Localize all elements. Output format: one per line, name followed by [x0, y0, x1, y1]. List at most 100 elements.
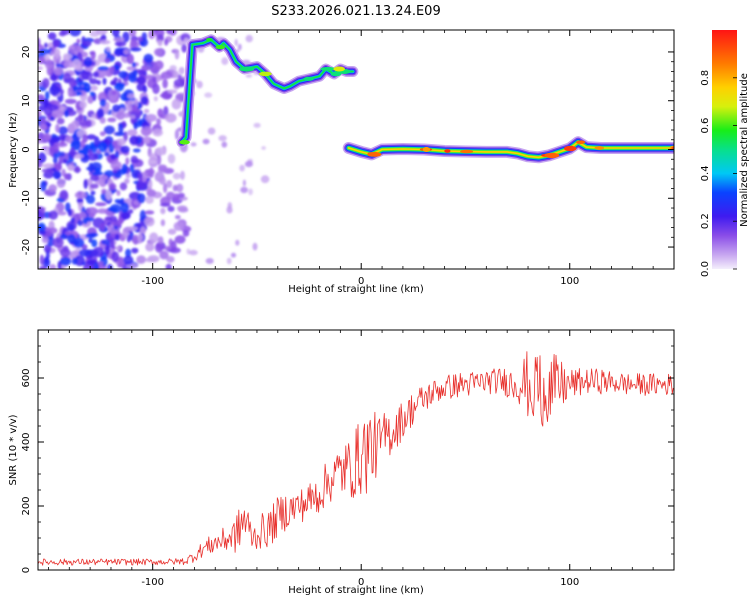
spectrogram-noise-blob: [48, 184, 57, 193]
spectrogram-noise-blob: [63, 173, 69, 181]
spectrogram-noise-blob: [111, 30, 120, 37]
spectrogram-noise-blob: [97, 66, 109, 71]
spectrogram-noise-blob: [64, 98, 77, 105]
spectrogram-hot-spot: [444, 149, 451, 153]
spectrogram-noise-blob: [109, 66, 115, 71]
spectrogram-noise-blob: [42, 163, 55, 169]
spectrogram-noise-blob: [163, 183, 168, 194]
spectrogram-noise-blob: [88, 149, 93, 156]
spectrogram-noise-blob: [172, 184, 178, 192]
spectrogram-noise-blob: [78, 211, 87, 219]
spectrogram-noise-blob: [235, 239, 240, 246]
spectrogram-noise-blob: [129, 30, 137, 38]
spectrogram-noise-blob: [159, 250, 169, 260]
spectrogram-noise-blob: [107, 117, 117, 123]
spectrogram-noise-blob: [142, 85, 148, 94]
snr-xtick-label: 0: [358, 577, 364, 588]
spectrogram-signal-layer: [176, 34, 674, 164]
spectrogram-ytick-label: -20: [21, 239, 32, 255]
spectrogram-noise-blob: [156, 118, 162, 126]
spectrogram-noise-blob: [242, 179, 246, 187]
snr-tick-labels: -100 0 100 0 200 400 600: [21, 368, 579, 588]
spectrogram-noise-blob: [196, 80, 203, 89]
spectrogram-noise-blob: [56, 178, 66, 189]
spectrogram-noise-blob: [218, 135, 227, 142]
spectrogram-noise-blob: [67, 165, 75, 171]
spectrogram-noise-blob: [65, 202, 71, 213]
spectrogram-noise-blob: [153, 96, 158, 102]
spectrogram-noise-blob: [144, 216, 155, 227]
spectrogram-noise-blob: [137, 193, 146, 204]
spectrogram-noise-blob: [101, 188, 107, 195]
spectrogram-noise-blob: [110, 160, 122, 171]
spectrogram-hot-spot: [215, 45, 226, 50]
spectrogram-noise-blob: [144, 210, 155, 215]
spectrogram-noise-blob: [52, 109, 64, 119]
spectrogram-noise-blob: [129, 163, 135, 173]
spectrogram-noise-blob: [60, 30, 71, 35]
spectrogram-noise-blob: [89, 78, 98, 85]
spectrogram-noise-blob: [92, 71, 100, 78]
spectrogram-noise-blob: [50, 116, 55, 121]
spectrogram-noise-blob: [64, 109, 69, 118]
spectrogram-noise-blob: [91, 171, 104, 176]
spectrogram-noise-blob: [123, 49, 130, 55]
spectrogram-noise-blob: [128, 74, 138, 83]
spectrogram-noise-blob: [143, 136, 151, 144]
spectrogram-noise-blob: [118, 71, 128, 79]
spectrogram-noise-blob: [146, 189, 157, 197]
spectrogram-noise-blob: [82, 87, 91, 92]
spectrogram-noise-blob: [131, 247, 139, 254]
spectrogram-noise-blob: [43, 106, 53, 116]
spectrogram-noise-blob: [115, 150, 120, 159]
snr-ytick-label: 400: [21, 432, 32, 451]
spectrogram-noise-blob: [173, 221, 185, 231]
spectrogram-noise-blob: [174, 49, 180, 60]
spectrogram-noise-blob: [165, 113, 177, 123]
spectrogram-noise-blob: [178, 207, 189, 213]
spectrogram-noise-blob: [123, 112, 130, 119]
spectrogram-noise-blob: [142, 126, 153, 136]
spectrogram-noise-blob: [157, 236, 164, 244]
colorbar-label: Normalized spectral amplitude: [739, 73, 750, 227]
spectrogram-noise-blob: [120, 202, 130, 214]
spectrogram-noise-blob: [68, 44, 81, 55]
spectrogram-noise-blob: [123, 255, 134, 265]
spectrogram-noise-blob: [99, 71, 108, 76]
spectrogram-xlabel: Height of straight line (km): [288, 284, 424, 295]
spectrogram-noise-blob: [117, 199, 125, 205]
colorbar: 0.0 0.2 0.4 0.6 0.8 Normalized spectral ampl…: [700, 30, 750, 277]
spectrogram-noise-blob: [81, 40, 92, 47]
spectrogram-noise-blob: [59, 248, 71, 257]
spectrogram-noise-blob: [129, 135, 140, 146]
spectrogram-noise-blob: [55, 123, 60, 133]
spectrogram-noise-blob: [108, 182, 117, 191]
spectrogram-noise-blob: [163, 106, 169, 117]
spectrogram-noise-blob: [115, 138, 127, 146]
spectrogram-noise-blob: [164, 38, 169, 46]
spectrogram-noise-blob: [202, 138, 210, 145]
spectrogram-noise-blob: [99, 98, 107, 107]
spectrogram-noise-blob: [180, 170, 185, 180]
spectrogram-noise-blob: [172, 172, 181, 180]
spectrogram-noise-blob: [73, 166, 81, 173]
spectrogram-noise-blob: [145, 114, 157, 122]
colorbar-tick-label: 0.4: [700, 165, 711, 181]
spectrogram-hot-spot: [206, 38, 213, 42]
snr-series-line: [38, 351, 674, 566]
spectrogram-hot-spot: [258, 71, 272, 77]
spectrogram-noise-blob: [70, 217, 75, 224]
spectrogram-noise-blob: [39, 265, 47, 269]
spectrogram-noise-blob: [226, 257, 232, 265]
spectrogram-noise-blob: [115, 82, 126, 88]
spectrogram-noise-blob: [178, 66, 185, 75]
spectrogram-noise-blob: [89, 175, 100, 182]
snr-ytick-label: 600: [21, 368, 32, 387]
spectrogram-noise-blob: [100, 239, 111, 245]
spectrogram-noise-blob: [122, 227, 129, 238]
spectrogram-noise-blob: [261, 146, 266, 150]
spectrogram-noise-blob: [127, 93, 135, 99]
spectrogram-noise-blob: [49, 139, 54, 147]
spectrogram-noise-blob: [166, 180, 173, 188]
spectrogram-noise-blob: [143, 53, 154, 64]
